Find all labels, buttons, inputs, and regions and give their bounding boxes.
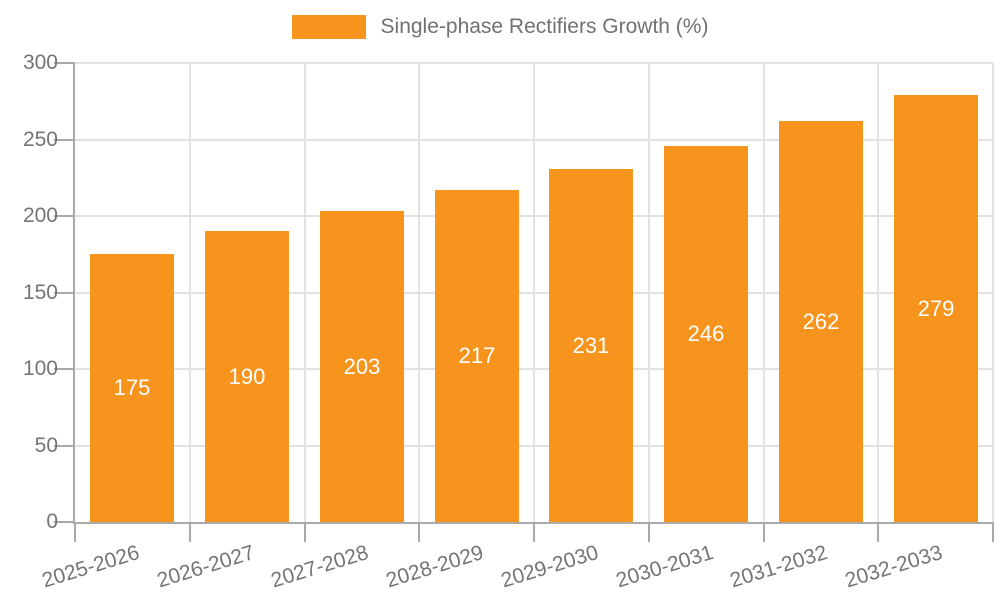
- bar-value-label-2032-2033: 279: [917, 295, 955, 321]
- y-tick-100: [54, 368, 75, 370]
- bar-2032-2033: 279: [894, 95, 978, 522]
- y-tick-label-50: 50: [34, 433, 58, 457]
- y-tick-label-200: 200: [22, 204, 58, 227]
- x-gridline-4: [533, 63, 535, 522]
- x-gridline-7: [877, 63, 880, 522]
- x-axis-label-2026-2027: 2026-2027: [154, 541, 257, 593]
- legend-item-single-phase-rectifiers[interactable]: Single-phase Rectifiers Growth (%): [291, 15, 709, 39]
- y-tick-label-100: 100: [22, 357, 58, 380]
- bar-2031-2032: 262: [779, 121, 863, 522]
- x-tick-5: [647, 522, 650, 542]
- bar-value-label-2027-2028: 203: [343, 353, 381, 379]
- y-tick-200: [54, 215, 75, 217]
- x-axis-label-2030-2031: 2030-2031: [613, 541, 716, 593]
- y-tick-label-250: 250: [22, 127, 58, 151]
- x-gridline-2: [303, 63, 306, 522]
- y-tick-250: [54, 138, 75, 141]
- bar-2030-2031: 246: [664, 146, 748, 522]
- x-tick-3: [418, 522, 421, 542]
- x-gridline-3: [418, 63, 421, 522]
- bar-value-label-2026-2027: 190: [228, 363, 266, 389]
- legend-swatch-icon: [291, 15, 366, 39]
- y-tick-label-150: 150: [22, 280, 58, 304]
- x-tick-2: [303, 522, 306, 542]
- y-tick-label-0: 0: [46, 510, 58, 533]
- bar-value-label-2031-2032: 262: [802, 308, 840, 334]
- x-gridline-1: [188, 63, 191, 522]
- x-axis-label-2028-2029: 2028-2029: [383, 541, 487, 593]
- y-tick-300: [54, 62, 75, 64]
- bar-value-label-2025-2026: 175: [113, 375, 151, 400]
- x-axis-label-2032-2033: 2032-2033: [842, 541, 946, 593]
- x-axis-label-2031-2032: 2031-2032: [727, 541, 831, 593]
- y-tick-0: [54, 521, 75, 523]
- x-gridline-5: [647, 63, 650, 522]
- y-tick-label-300: 300: [22, 51, 58, 74]
- bar-2029-2030: 231: [549, 169, 633, 522]
- legend: Single-phase Rectifiers Growth (%): [0, 15, 1000, 39]
- y-tick-150: [54, 291, 75, 294]
- x-tick-7: [877, 522, 880, 542]
- x-axis-label-2029-2030: 2029-2030: [498, 541, 602, 593]
- bar-value-label-2029-2030: 231: [572, 332, 610, 358]
- x-tick-0: [74, 522, 76, 542]
- bar-value-label-2030-2031: 246: [687, 321, 725, 346]
- bar-2026-2027: 190: [205, 231, 289, 522]
- x-tick-8: [992, 522, 994, 542]
- x-axis-label-2025-2026: 2025-2026: [39, 541, 143, 593]
- bar-value-label-2028-2029: 217: [458, 343, 496, 368]
- x-tick-6: [762, 522, 765, 542]
- bar-2025-2026: 175: [90, 254, 174, 522]
- y-tick-50: [54, 444, 75, 447]
- x-gridline-8: [992, 63, 994, 522]
- y-axis-line: [73, 63, 75, 524]
- legend-label: Single-phase Rectifiers Growth (%): [380, 15, 709, 38]
- x-gridline-6: [762, 63, 765, 522]
- x-axis-line: [73, 522, 993, 524]
- bar-2027-2028: 203: [320, 211, 404, 522]
- bar-2028-2029: 217: [435, 190, 519, 522]
- x-tick-4: [533, 522, 535, 542]
- x-axis-label-2027-2028: 2027-2028: [268, 541, 372, 593]
- x-tick-1: [188, 522, 191, 542]
